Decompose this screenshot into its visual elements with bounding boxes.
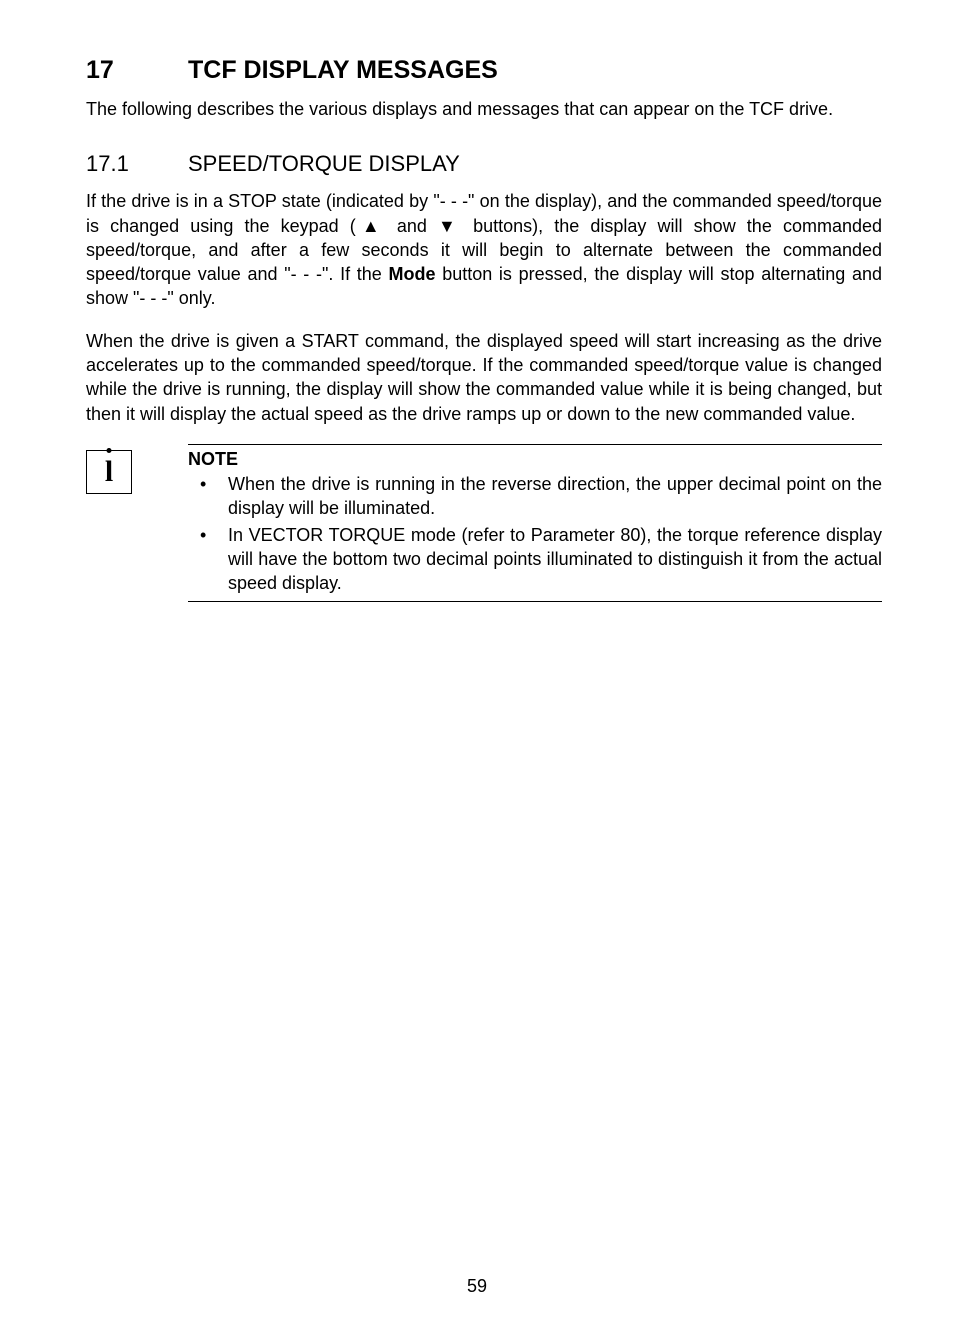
note-block: l NOTE When the drive is running in the … bbox=[86, 444, 882, 602]
section-title: TCF DISPLAY MESSAGES bbox=[188, 56, 498, 85]
paragraph-2: When the drive is given a START command,… bbox=[86, 329, 882, 426]
note-list: When the drive is running in the reverse… bbox=[188, 472, 882, 595]
note-rule-bottom bbox=[188, 601, 882, 602]
section-heading: 17 TCF DISPLAY MESSAGES bbox=[86, 56, 882, 85]
paragraph-1: If the drive is in a STOP state (indicat… bbox=[86, 189, 882, 310]
note-item-1: When the drive is running in the reverse… bbox=[188, 472, 882, 521]
info-icon-glyph: l bbox=[105, 457, 113, 487]
note-icon-column: l bbox=[86, 444, 188, 602]
subsection-title: SPEED/TORQUE DISPLAY bbox=[188, 151, 460, 177]
note-item-2: In VECTOR TORQUE mode (refer to Paramete… bbox=[188, 523, 882, 596]
section-number: 17 bbox=[86, 56, 188, 85]
page-content: 17 TCF DISPLAY MESSAGES The following de… bbox=[0, 0, 954, 602]
note-rule-top bbox=[188, 444, 882, 445]
paragraph-1-bold: Mode bbox=[389, 264, 436, 284]
page-number: 59 bbox=[0, 1276, 954, 1297]
section-intro: The following describes the various disp… bbox=[86, 97, 882, 121]
subsection-number: 17.1 bbox=[86, 151, 188, 177]
note-content: NOTE When the drive is running in the re… bbox=[188, 444, 882, 602]
note-heading: NOTE bbox=[188, 449, 882, 470]
info-icon: l bbox=[86, 450, 132, 494]
info-icon-dot bbox=[107, 448, 112, 453]
subsection-heading: 17.1 SPEED/TORQUE DISPLAY bbox=[86, 151, 882, 177]
